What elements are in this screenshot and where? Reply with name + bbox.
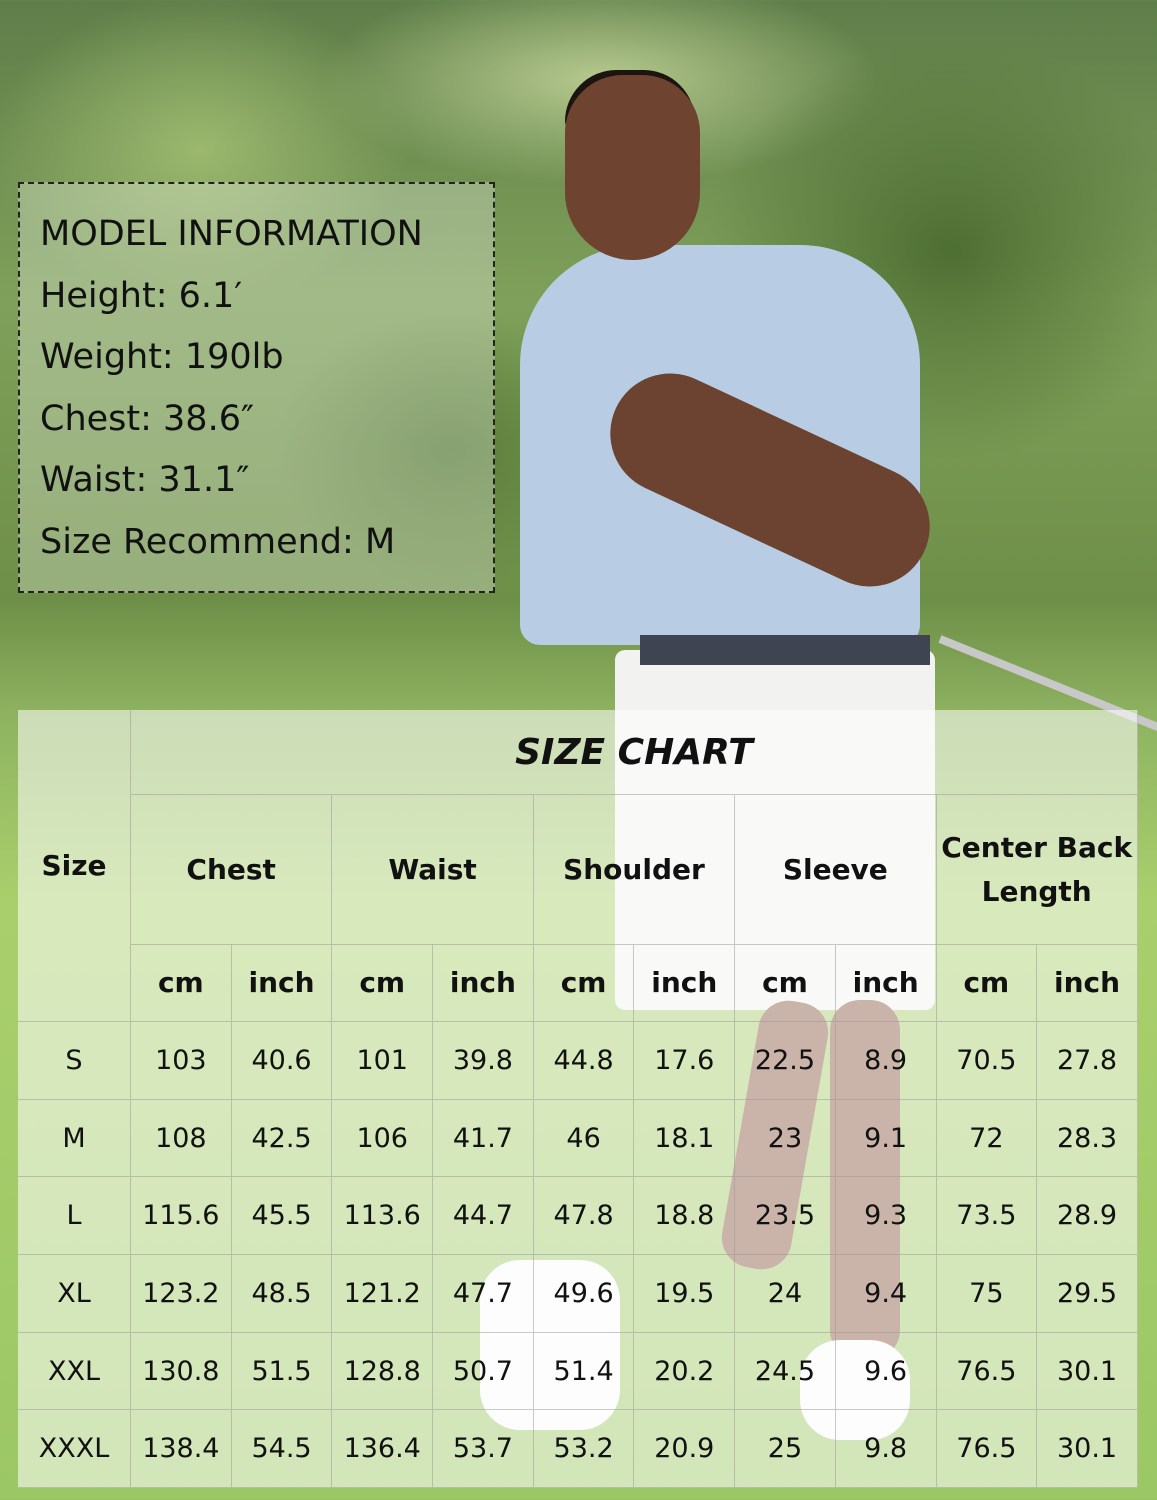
size-label: XL	[18, 1255, 131, 1333]
table-cell: 106	[332, 1099, 434, 1178]
size-label: XXL	[18, 1332, 131, 1411]
table-cell: 53.2	[533, 1410, 635, 1489]
table-cell: 24.5	[735, 1332, 836, 1411]
unit-header-inch: inch	[433, 945, 534, 1022]
table-cell: 17.6	[634, 1022, 736, 1100]
table-cell: 19.5	[634, 1255, 736, 1333]
size-label: M	[18, 1099, 131, 1178]
table-cell: 72	[936, 1099, 1038, 1178]
table-cell: 138.4	[131, 1410, 232, 1489]
table-cell: 49.6	[533, 1255, 635, 1333]
size-label: L	[18, 1177, 131, 1256]
table-cell: 30.1	[1037, 1332, 1138, 1411]
table-cell: 70.5	[936, 1022, 1038, 1100]
table-cell: 28.3	[1037, 1099, 1138, 1178]
table-cell: 41.7	[433, 1099, 534, 1178]
table-cell: 76.5	[936, 1410, 1038, 1489]
size-header: Size	[18, 710, 131, 1022]
size-label: S	[18, 1022, 131, 1100]
table-cell: 44.8	[533, 1022, 635, 1100]
table-cell: 18.8	[634, 1177, 736, 1256]
table-cell: 18.1	[634, 1099, 736, 1178]
table-cell: 76.5	[936, 1332, 1038, 1411]
table-cell: 128.8	[332, 1332, 434, 1411]
model-info-title: MODEL INFORMATION	[40, 214, 423, 254]
table-cell: 29.5	[1037, 1255, 1138, 1333]
model-size-recommend: Size Recommend: M	[40, 521, 396, 562]
table-cell: 42.5	[231, 1099, 333, 1178]
table-cell: 50.7	[433, 1332, 534, 1411]
table-cell: 53.7	[433, 1410, 534, 1489]
unit-header-inch: inch	[1037, 945, 1138, 1022]
size-label: XXXL	[18, 1410, 131, 1489]
table-cell: 48.5	[231, 1255, 333, 1333]
table-cell: 44.7	[433, 1177, 534, 1256]
table-cell: 9.1	[835, 1099, 937, 1178]
table-cell: 22.5	[735, 1022, 836, 1100]
table-cell: 47.7	[433, 1255, 534, 1333]
table-cell: 23.5	[735, 1177, 836, 1256]
table-cell: 24	[735, 1255, 836, 1333]
table-cell: 113.6	[332, 1177, 434, 1256]
model-information-box: MODEL INFORMATION Height: 6.1′ Weight: 1…	[18, 182, 495, 593]
model-belt	[640, 635, 930, 665]
table-cell: 73.5	[936, 1177, 1038, 1256]
unit-header-inch: inch	[634, 945, 736, 1022]
model-waist: Waist: 31.1″	[40, 460, 250, 500]
unit-header-cm: cm	[533, 945, 635, 1022]
table-cell: 51.5	[231, 1332, 333, 1411]
column-group-header: Sleeve	[735, 795, 937, 945]
table-cell: 123.2	[131, 1255, 232, 1333]
table-cell: 39.8	[433, 1022, 534, 1100]
table-cell: 51.4	[533, 1332, 635, 1411]
table-cell: 20.2	[634, 1332, 736, 1411]
unit-header-cm: cm	[735, 945, 836, 1022]
column-group-header: Waist	[332, 795, 534, 945]
column-group-header: Chest	[131, 795, 333, 945]
table-cell: 9.8	[835, 1410, 937, 1489]
table-cell: 28.9	[1037, 1177, 1138, 1256]
table-cell: 46	[533, 1099, 635, 1178]
model-weight: Weight: 190lb	[40, 337, 284, 377]
table-cell: 9.4	[835, 1255, 937, 1333]
table-cell: 47.8	[533, 1177, 635, 1256]
unit-header-cm: cm	[332, 945, 434, 1022]
table-cell: 103	[131, 1022, 232, 1100]
table-cell: 75	[936, 1255, 1038, 1333]
table-cell: 20.9	[634, 1410, 736, 1489]
table-cell: 115.6	[131, 1177, 232, 1256]
table-cell: 9.6	[835, 1332, 937, 1411]
column-group-header: Shoulder	[533, 795, 736, 945]
table-cell: 136.4	[332, 1410, 434, 1489]
table-cell: 40.6	[231, 1022, 333, 1100]
table-cell: 130.8	[131, 1332, 232, 1411]
table-cell: 23	[735, 1099, 836, 1178]
table-cell: 54.5	[231, 1410, 333, 1489]
model-height: Height: 6.1′	[40, 275, 243, 316]
table-cell: 45.5	[231, 1177, 333, 1256]
size-chart-title: SIZE CHART	[131, 710, 1138, 795]
table-cell: 27.8	[1037, 1022, 1138, 1100]
model-chest: Chest: 38.6″	[40, 398, 255, 439]
unit-header-cm: cm	[131, 945, 232, 1022]
table-cell: 25	[735, 1410, 836, 1489]
table-cell: 108	[131, 1099, 232, 1178]
table-cell: 101	[332, 1022, 434, 1100]
unit-header-cm: cm	[936, 945, 1038, 1022]
size-chart-table: Size SIZE CHART Chest cm inch Waist cm inch Sh…	[18, 710, 1138, 1489]
unit-header-inch: inch	[835, 945, 937, 1022]
table-cell: 121.2	[332, 1255, 434, 1333]
column-group-header: Center Back Length	[936, 795, 1138, 945]
table-cell: 30.1	[1037, 1410, 1138, 1489]
unit-header-inch: inch	[231, 945, 333, 1022]
table-cell: 9.3	[835, 1177, 937, 1256]
table-cell: 8.9	[835, 1022, 937, 1100]
model-head	[565, 75, 700, 260]
